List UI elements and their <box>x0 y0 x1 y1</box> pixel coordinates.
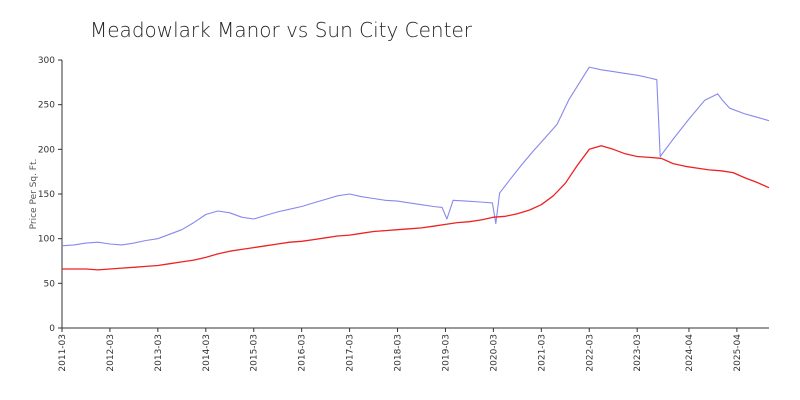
x-tick-label: 2019-03 <box>441 334 451 372</box>
series-line-2 <box>62 145 770 271</box>
x-tick-label: 2017-03 <box>346 334 356 372</box>
x-tick-label: 2011-03 <box>58 334 68 372</box>
axes: 0 50 100 150 200 250 300 2011-03 2012-03 2013-03 2… <box>38 56 769 372</box>
y-tick-label: 300 <box>38 56 55 66</box>
x-tick-label: 2022-03 <box>585 334 595 372</box>
x-tick-label: 2014-03 <box>202 334 212 372</box>
x-tick-label: 2012-03 <box>106 334 116 372</box>
x-tick-label: 2015-03 <box>250 334 260 372</box>
x-tick-label: 2016-03 <box>298 334 308 372</box>
x-tick-label: 2025-04 <box>733 334 743 372</box>
y-tick-label: 250 <box>38 101 55 111</box>
y-tick-label: 50 <box>44 279 56 289</box>
x-tick-label: 2024-04 <box>685 334 695 372</box>
x-tick-label: 2020-03 <box>489 334 499 372</box>
series-line-1 <box>61 66 770 247</box>
y-tick-label: 100 <box>38 235 55 245</box>
x-tick-label: 2013-03 <box>154 334 164 372</box>
y-tick-label: 0 <box>49 324 55 334</box>
series-layer <box>61 66 770 271</box>
y-axis-label: Price Per Sq. Ft. <box>29 159 39 230</box>
y-tick-label: 200 <box>38 145 55 155</box>
x-tick-label: 2023-03 <box>633 334 643 372</box>
chart-title: Meadowlark Manor vs Sun City Center <box>90 18 473 42</box>
y-tick-label: 150 <box>38 190 55 200</box>
x-tick-label: 2021-03 <box>537 334 547 372</box>
x-tick-label: 2018-03 <box>394 334 404 372</box>
